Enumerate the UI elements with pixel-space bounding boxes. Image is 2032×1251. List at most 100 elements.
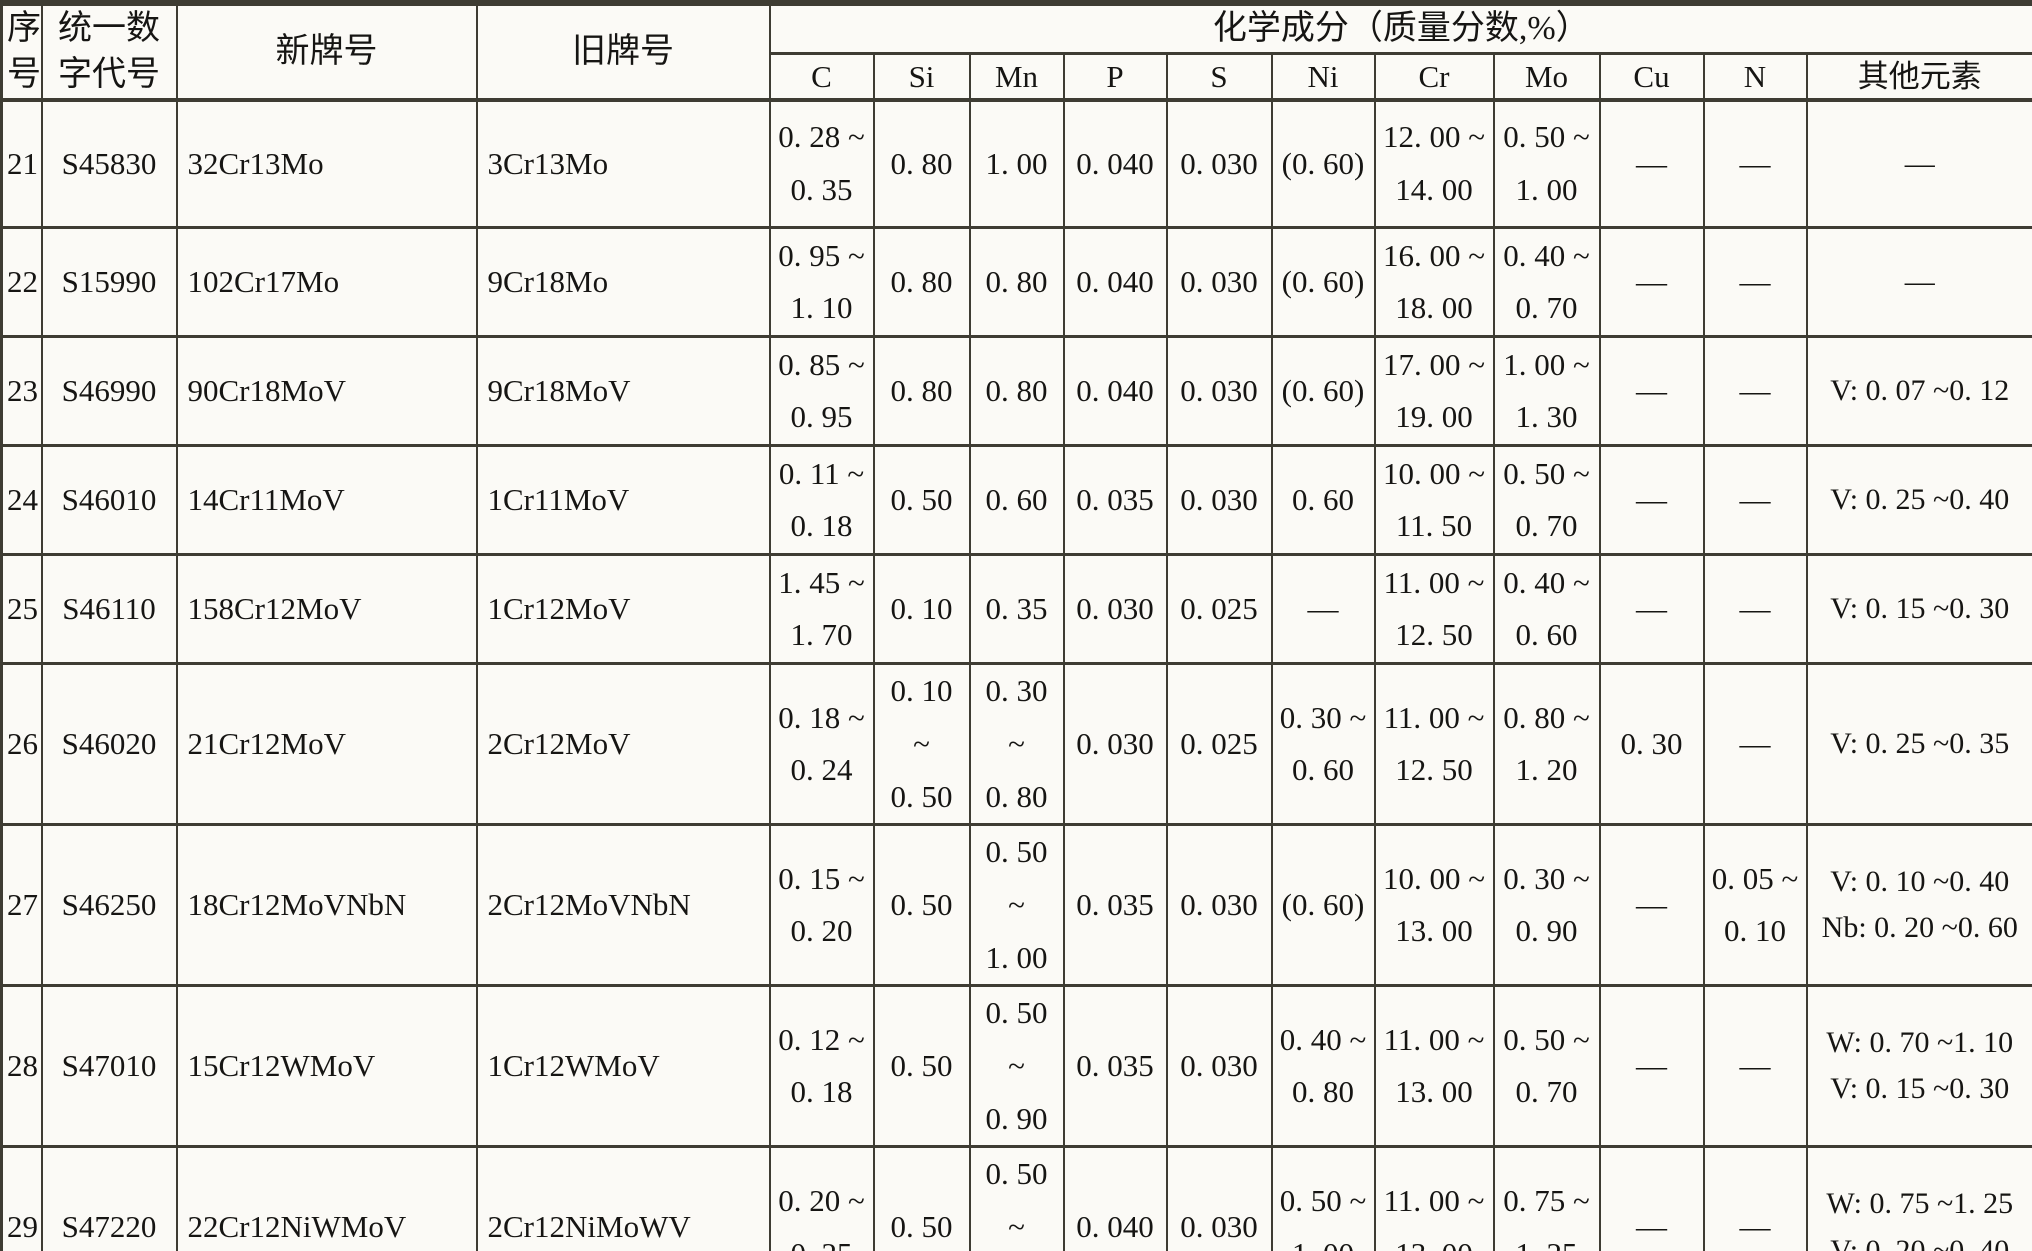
header-element-n: N	[1702, 52, 1808, 101]
cell-mo: 0. 50 ~ 0. 70	[1492, 984, 1601, 1148]
cell-p: 0. 040	[1062, 335, 1168, 447]
cell-mo: 0. 40 ~ 0. 70	[1492, 226, 1601, 338]
cell-mn: 0. 80	[968, 335, 1065, 447]
cell-mo: 0. 30 ~ 0. 90	[1492, 823, 1601, 987]
cell-no: 28	[0, 984, 43, 1148]
cell-ni: 0. 60	[1270, 444, 1376, 556]
cell-s: 0. 030	[1165, 98, 1273, 229]
table-row: 27 S46250 18Cr12MoVNbN 2Cr12MoVNbN 0. 15 ~ 0…	[0, 823, 2032, 987]
cell-n: 0. 05 ~ 0. 10	[1702, 823, 1808, 987]
cell-old-grade: 1Cr12WMoV	[475, 984, 771, 1148]
cell-code: S47220	[40, 1145, 178, 1251]
cell-si: 0. 50	[872, 823, 971, 987]
cell-no: 25	[0, 553, 43, 665]
cell-si: 0. 80	[872, 335, 971, 447]
cell-no: 24	[0, 444, 43, 556]
cell-mo: 0. 75 ~ 1. 25	[1492, 1145, 1601, 1251]
cell-ni: (0. 60)	[1270, 335, 1376, 447]
cell-no: 26	[0, 662, 43, 826]
header-element-cu: Cu	[1598, 52, 1705, 101]
cell-cu: —	[1598, 335, 1705, 447]
cell-new-grade: 22Cr12NiWMoV	[175, 1145, 478, 1251]
cell-ni: 0. 50 ~ 1. 00	[1270, 1145, 1376, 1251]
cell-new-grade: 32Cr13Mo	[175, 98, 478, 229]
cell-new-grade: 102Cr17Mo	[175, 226, 478, 338]
cell-p: 0. 035	[1062, 823, 1168, 987]
cell-code: S46020	[40, 662, 178, 826]
cell-c: 1. 45 ~ 1. 70	[768, 553, 875, 665]
cell-other: W: 0. 75 ~1. 25 V: 0. 20 ~0. 40	[1805, 1145, 2032, 1251]
cell-si: 0. 10 ~ 0. 50	[872, 662, 971, 826]
cell-mn: 0. 50 ~ 0. 90	[968, 984, 1065, 1148]
cell-c: 0. 85 ~ 0. 95	[768, 335, 875, 447]
cell-mo: 1. 00 ~ 1. 30	[1492, 335, 1601, 447]
cell-s: 0. 025	[1165, 553, 1273, 665]
header-unified-code: 统一数 字代号	[40, 2, 178, 101]
cell-other: W: 0. 70 ~1. 10 V: 0. 15 ~0. 30	[1805, 984, 2032, 1148]
cell-cr: 11. 00 ~ 12. 50	[1373, 553, 1495, 665]
cell-cr: 11. 00 ~ 13. 00	[1373, 984, 1495, 1148]
cell-other: —	[1805, 226, 2032, 338]
cell-n: —	[1702, 662, 1808, 826]
table-row: 23 S46990 90Cr18MoV 9Cr18MoV 0. 85 ~ 0. 95 0.…	[0, 335, 2032, 447]
cell-mn: 0. 35	[968, 553, 1065, 665]
cell-s: 0. 025	[1165, 662, 1273, 826]
cell-s: 0. 030	[1165, 1145, 1273, 1251]
cell-new-grade: 14Cr11MoV	[175, 444, 478, 556]
table-body: 21 S45830 32Cr13Mo 3Cr13Mo 0. 28 ~ 0. 35 0. 8…	[0, 98, 2032, 1251]
cell-cu: —	[1598, 823, 1705, 987]
cell-ni: (0. 60)	[1270, 823, 1376, 987]
cell-code: S45830	[40, 98, 178, 229]
header-chemical-composition-group: 化学成分（质量分数,%）	[768, 2, 2032, 55]
cell-cu: 0. 30	[1598, 662, 1705, 826]
cell-n: —	[1702, 335, 1808, 447]
cell-new-grade: 21Cr12MoV	[175, 662, 478, 826]
cell-other: V: 0. 15 ~0. 30	[1805, 553, 2032, 665]
cell-c: 0. 18 ~ 0. 24	[768, 662, 875, 826]
cell-mn: 0. 80	[968, 226, 1065, 338]
cell-code: S46010	[40, 444, 178, 556]
cell-ni: (0. 60)	[1270, 226, 1376, 338]
header-element-mo: Mo	[1492, 52, 1601, 101]
cell-cr: 17. 00 ~ 19. 00	[1373, 335, 1495, 447]
cell-other: V: 0. 10 ~0. 40 Nb: 0. 20 ~0. 60	[1805, 823, 2032, 987]
cell-old-grade: 9Cr18MoV	[475, 335, 771, 447]
table-row: 26 S46020 21Cr12MoV 2Cr12MoV 0. 18 ~ 0. 24 0.…	[0, 662, 2032, 826]
cell-cr: 12. 00 ~ 14. 00	[1373, 98, 1495, 229]
header-old-grade: 旧牌号	[475, 2, 771, 101]
cell-old-grade: 2Cr12NiMoWV	[475, 1145, 771, 1251]
cell-c: 0. 28 ~ 0. 35	[768, 98, 875, 229]
cell-old-grade: 3Cr13Mo	[475, 98, 771, 229]
cell-c: 0. 15 ~ 0. 20	[768, 823, 875, 987]
cell-mn: 1. 00	[968, 98, 1065, 229]
table-header: 序 号 统一数 字代号 新牌号 旧牌号 化学成分（质量分数,%） C Si Mn…	[0, 2, 2032, 101]
cell-cu: —	[1598, 226, 1705, 338]
cell-s: 0. 030	[1165, 823, 1273, 987]
cell-n: —	[1702, 1145, 1808, 1251]
cell-mn: 0. 50 ~ 1. 00	[968, 1145, 1065, 1251]
header-element-cr: Cr	[1373, 52, 1495, 101]
cell-mo: 0. 40 ~ 0. 60	[1492, 553, 1601, 665]
cell-ni: 0. 40 ~ 0. 80	[1270, 984, 1376, 1148]
cell-cr: 16. 00 ~ 18. 00	[1373, 226, 1495, 338]
cell-other: V: 0. 25 ~0. 35	[1805, 662, 2032, 826]
cell-old-grade: 2Cr12MoV	[475, 662, 771, 826]
cell-cr: 10. 00 ~ 11. 50	[1373, 444, 1495, 556]
cell-si: 0. 10	[872, 553, 971, 665]
cell-cu: —	[1598, 1145, 1705, 1251]
header-other-elements: 其他元素	[1805, 52, 2032, 101]
cell-mn: 0. 60	[968, 444, 1065, 556]
cell-c: 0. 12 ~ 0. 18	[768, 984, 875, 1148]
cell-p: 0. 035	[1062, 444, 1168, 556]
cell-cu: —	[1598, 984, 1705, 1148]
header-element-ni: Ni	[1270, 52, 1376, 101]
cell-p: 0. 040	[1062, 1145, 1168, 1251]
cell-old-grade: 1Cr12MoV	[475, 553, 771, 665]
header-new-grade: 新牌号	[175, 2, 478, 101]
header-element-s: S	[1165, 52, 1273, 101]
cell-new-grade: 90Cr18MoV	[175, 335, 478, 447]
header-row-top: 序 号 统一数 字代号 新牌号 旧牌号 化学成分（质量分数,%）	[0, 2, 2032, 101]
cell-p: 0. 040	[1062, 98, 1168, 229]
cell-new-grade: 18Cr12MoVNbN	[175, 823, 478, 987]
